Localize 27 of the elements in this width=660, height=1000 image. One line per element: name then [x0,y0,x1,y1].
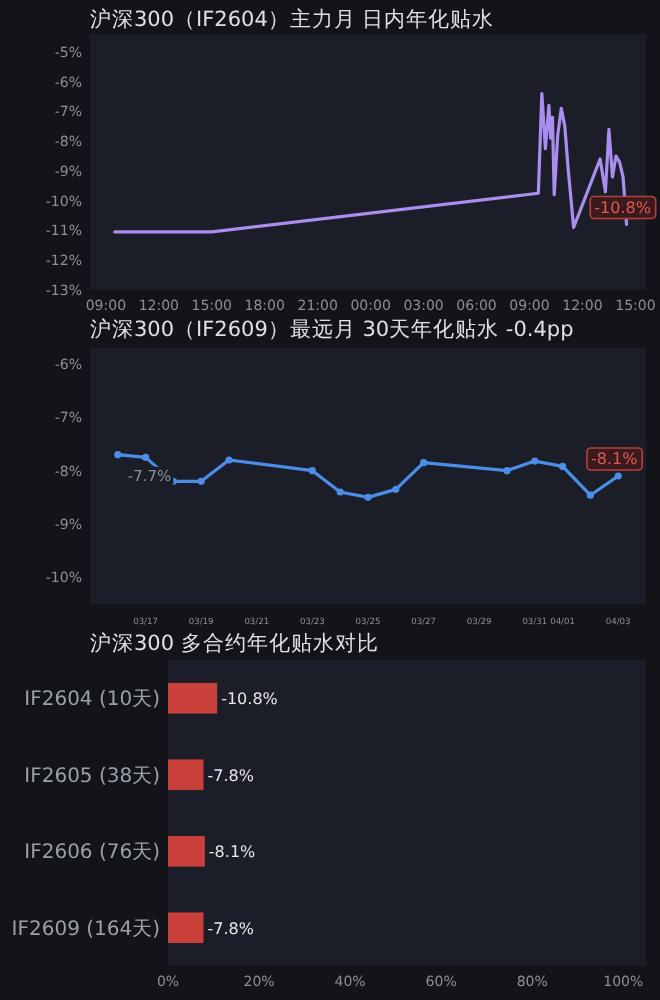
point [614,472,622,480]
y-tick-label: IF2606 (76天) [24,842,161,865]
annotation: -8.1% [590,450,639,468]
point [336,488,344,496]
y-tick-label: IF2609 (164天) [11,918,161,941]
point [559,462,567,470]
point [364,493,372,501]
point [586,491,594,499]
chart-title: 沪深300（IF2604）主力月 日内年化贴水 [90,6,495,32]
point [503,467,511,475]
annotation: -7.8% [207,919,255,938]
point [225,456,233,464]
point [142,453,150,461]
chart-title: 沪深300（IF2609）最远月 30天年化贴水 -0.4pp [90,316,575,342]
annotation: -7.8% [207,766,255,785]
point [531,457,539,465]
point [308,467,316,475]
chart-title: 沪深300 多合约年化贴水对比 [90,630,379,656]
annotation: -10.8% [594,198,652,217]
y-tick-label: IF2604 (10天) [24,689,161,712]
y-tick-label: IF2605 (38天) [24,765,161,788]
annotation: -8.1% [208,843,257,862]
point [392,485,400,493]
point [197,477,205,485]
point [420,459,428,467]
point [114,451,122,459]
annotation: -10.8% [221,690,279,709]
